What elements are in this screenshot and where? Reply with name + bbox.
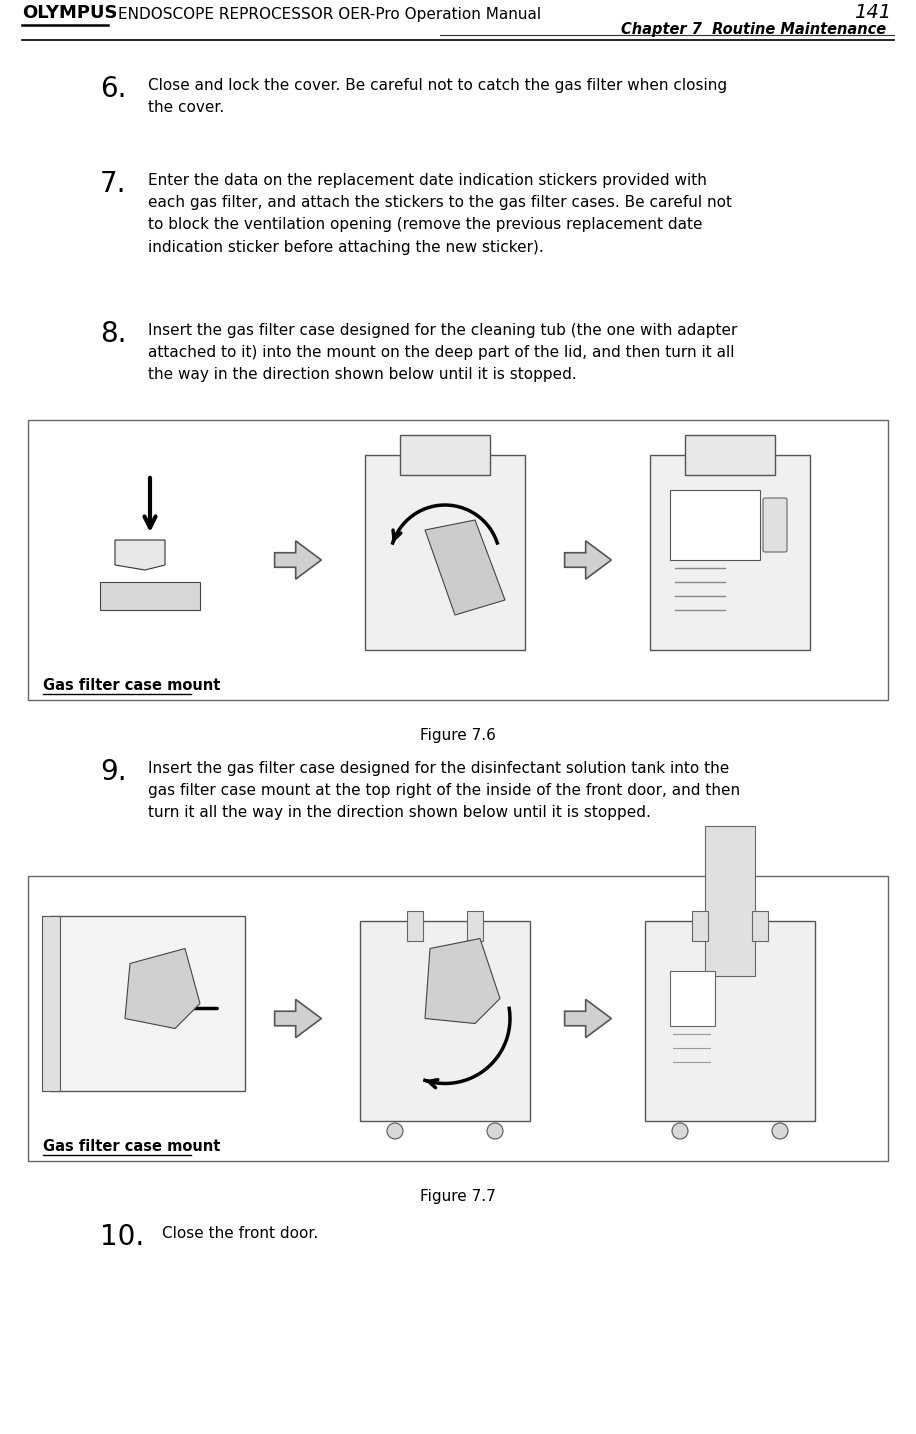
Polygon shape: [564, 541, 611, 579]
Polygon shape: [275, 999, 322, 1038]
Text: ENDOSCOPE REPROCESSOR OER-Pro Operation Manual: ENDOSCOPE REPROCESSOR OER-Pro Operation …: [118, 7, 541, 22]
Text: 6.: 6.: [100, 75, 126, 103]
Polygon shape: [564, 999, 611, 1038]
Text: Gas filter case mount: Gas filter case mount: [43, 678, 221, 693]
Text: Figure 7.6: Figure 7.6: [420, 728, 496, 743]
Bar: [400, 435, 490, 475]
Bar: [360, 921, 530, 1121]
Polygon shape: [275, 541, 322, 579]
Text: Insert the gas filter case designed for the cleaning tub (the one with adapter
a: Insert the gas filter case designed for …: [148, 323, 737, 383]
Text: OLYMPUS: OLYMPUS: [22, 4, 117, 22]
Bar: [50, 916, 245, 1091]
Circle shape: [772, 1123, 788, 1139]
Circle shape: [672, 1123, 688, 1139]
Polygon shape: [425, 521, 505, 615]
Text: Enter the data on the replacement date indication stickers provided with
each ga: Enter the data on the replacement date i…: [148, 174, 732, 255]
Text: 141: 141: [854, 3, 891, 22]
Polygon shape: [115, 541, 165, 569]
Bar: [42, 916, 60, 1091]
FancyBboxPatch shape: [763, 498, 787, 552]
Text: Chapter 7  Routine Maintenance: Chapter 7 Routine Maintenance: [621, 22, 886, 37]
Bar: [685, 435, 775, 475]
Bar: [467, 911, 483, 941]
Bar: [670, 971, 715, 1025]
Bar: [645, 921, 815, 1121]
Bar: [705, 826, 755, 977]
Text: Close the front door.: Close the front door.: [162, 1226, 318, 1240]
Bar: [100, 582, 200, 609]
Text: Figure 7.7: Figure 7.7: [420, 1189, 496, 1205]
Text: 7.: 7.: [100, 171, 126, 198]
Polygon shape: [425, 938, 500, 1024]
Text: Gas filter case mount: Gas filter case mount: [43, 1139, 221, 1154]
Bar: [670, 490, 760, 561]
Bar: [692, 911, 708, 941]
Bar: [365, 455, 525, 650]
Bar: [28, 876, 888, 1162]
Text: 8.: 8.: [100, 320, 126, 348]
Bar: [28, 420, 888, 700]
Text: Insert the gas filter case designed for the disinfectant solution tank into the
: Insert the gas filter case designed for …: [148, 761, 740, 820]
Polygon shape: [125, 948, 200, 1028]
Text: Close and lock the cover. Be careful not to catch the gas filter when closing
th: Close and lock the cover. Be careful not…: [148, 77, 727, 115]
Circle shape: [487, 1123, 503, 1139]
Bar: [407, 911, 423, 941]
Circle shape: [387, 1123, 403, 1139]
Text: 10.: 10.: [100, 1223, 144, 1250]
Bar: [752, 911, 768, 941]
Bar: [650, 455, 810, 650]
Text: 9.: 9.: [100, 759, 126, 786]
